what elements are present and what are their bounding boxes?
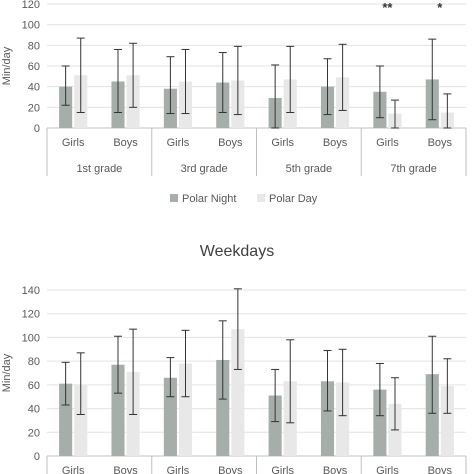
y-tick-label: 80 — [28, 40, 40, 52]
x-category-label: Girls — [271, 465, 294, 474]
y-tick-label: 40 — [28, 82, 40, 94]
bar — [111, 364, 125, 456]
significance-marker: ** — [382, 0, 393, 15]
bar — [268, 395, 282, 456]
x-category-label: Boys — [218, 465, 243, 474]
x-category-label: Girls — [167, 465, 190, 474]
bar — [336, 382, 350, 456]
bar — [163, 377, 177, 456]
bar — [320, 381, 335, 456]
y-tick-label: 0 — [34, 123, 40, 135]
bar — [425, 374, 439, 456]
y-tick-label: 80 — [28, 356, 40, 368]
legend-swatch — [257, 194, 265, 202]
x-category-label: Girls — [376, 137, 399, 149]
x-category-label: Boys — [323, 137, 348, 149]
y-tick-label: 120 — [22, 0, 40, 11]
x-group-label: 5th grade — [286, 163, 332, 175]
bar — [440, 386, 454, 456]
bar — [373, 389, 387, 456]
legend-swatch — [170, 194, 178, 202]
bar — [59, 86, 73, 128]
y-tick-label: 20 — [28, 102, 40, 114]
x-category-label: Girls — [62, 465, 85, 474]
significance-marker: * — [437, 0, 443, 15]
y-tick-label: 60 — [28, 61, 40, 73]
y-tick-label: 100 — [22, 20, 40, 32]
x-category-label: Girls — [271, 137, 294, 149]
y-tick-label: 40 — [28, 404, 40, 416]
chart-bottom: 0 20 40 60 80 100 120 140 Min/day Girls Boys Girls B… — [1, 285, 467, 474]
y-tick-label: 120 — [22, 309, 40, 321]
bar — [59, 383, 73, 456]
y-tick-label: 20 — [28, 427, 40, 439]
y-axis-label: Min/day — [1, 353, 13, 392]
x-category-label: Boys — [428, 137, 453, 149]
y-axis-label: Min/day — [1, 46, 13, 85]
x-category-label: Girls — [62, 137, 85, 149]
bar — [216, 359, 230, 456]
x-category-label: Girls — [376, 465, 399, 474]
legend-label: Polar Day — [269, 193, 318, 205]
chart-title-weekdays: Weekdays — [200, 243, 274, 260]
x-category-label: Boys — [323, 465, 348, 474]
chart-top: 0 20 40 60 80 100 120 Min/day Girls Boys Girls Boys… — [1, 0, 467, 176]
x-category-label: Boys — [113, 137, 138, 149]
x-category-label: Girls — [167, 137, 190, 149]
x-category-label: Boys — [113, 465, 138, 474]
bar — [74, 384, 88, 456]
x-category-label: Boys — [218, 137, 243, 149]
x-category-label: Boys — [428, 465, 453, 474]
bar — [231, 329, 245, 456]
bar — [178, 363, 193, 456]
x-group-label: 1st grade — [76, 163, 122, 175]
x-group-label: 3rd grade — [181, 163, 228, 175]
x-group-label: 7th grade — [390, 163, 436, 175]
y-tick-label: 0 — [34, 451, 40, 463]
y-tick-label: 100 — [22, 332, 40, 344]
legend-label: Polar Night — [182, 193, 236, 205]
legend: Polar Night Polar Day — [170, 193, 318, 205]
y-tick-label: 140 — [22, 285, 40, 297]
y-tick-label: 60 — [28, 380, 40, 392]
